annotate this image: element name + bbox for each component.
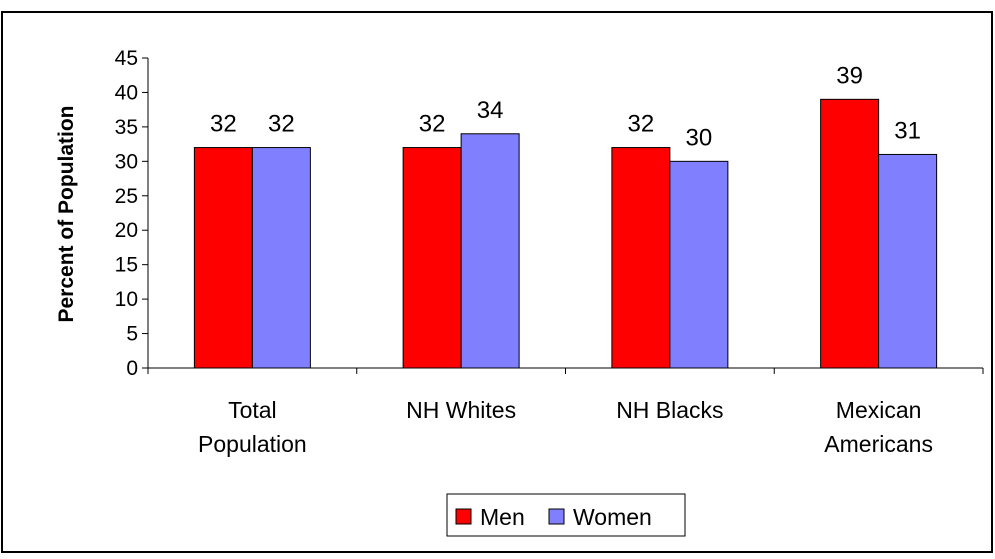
bar-men	[193, 147, 253, 369]
y-tick-label: 20	[115, 219, 138, 242]
y-tick-label: 45	[115, 47, 138, 70]
bar-women	[878, 153, 938, 369]
bar-women	[460, 133, 520, 369]
legend-label-women: Women	[573, 504, 652, 530]
x-tick-label: Americans	[824, 431, 933, 457]
data-label: 31	[894, 117, 921, 144]
x-tick-label: Population	[198, 431, 307, 457]
x-tick-label: Total	[228, 397, 277, 423]
x-tick-label: Mexican	[836, 397, 922, 423]
legend-box	[446, 493, 686, 537]
plot-area: 0 5 10 15 20 25 30 35 40 45 32 32 Total Population 32 3…	[115, 47, 984, 457]
legend: Men Women	[446, 493, 686, 537]
x-tick-label: NH Whites	[406, 397, 516, 423]
data-label: 39	[836, 62, 863, 89]
y-tick-label: 25	[115, 185, 138, 208]
bar-women	[669, 160, 729, 369]
bar-men	[611, 147, 671, 369]
y-tick-label: 40	[115, 81, 138, 104]
y-tick-label: 10	[115, 288, 138, 311]
y-tick-label: 15	[115, 254, 138, 277]
x-tick-label: NH Blacks	[616, 397, 723, 423]
data-label: 32	[628, 111, 655, 138]
legend-swatch-women	[548, 508, 565, 525]
y-axis-title: Percent of Population	[55, 105, 78, 322]
y-tick-label: 0	[126, 357, 138, 380]
data-label: 32	[419, 111, 446, 138]
data-label: 34	[477, 97, 504, 124]
legend-label-men: Men	[480, 504, 525, 530]
y-tick-label: 30	[115, 150, 138, 173]
data-label: 32	[210, 111, 237, 138]
bar-men	[820, 98, 880, 369]
legend-swatch-men	[455, 508, 472, 525]
data-label: 32	[268, 111, 295, 138]
data-label: 30	[686, 124, 713, 151]
y-tick-label: 5	[126, 323, 138, 346]
bar-women	[251, 147, 311, 369]
bar-men	[402, 147, 462, 369]
y-tick-label: 35	[115, 116, 138, 139]
